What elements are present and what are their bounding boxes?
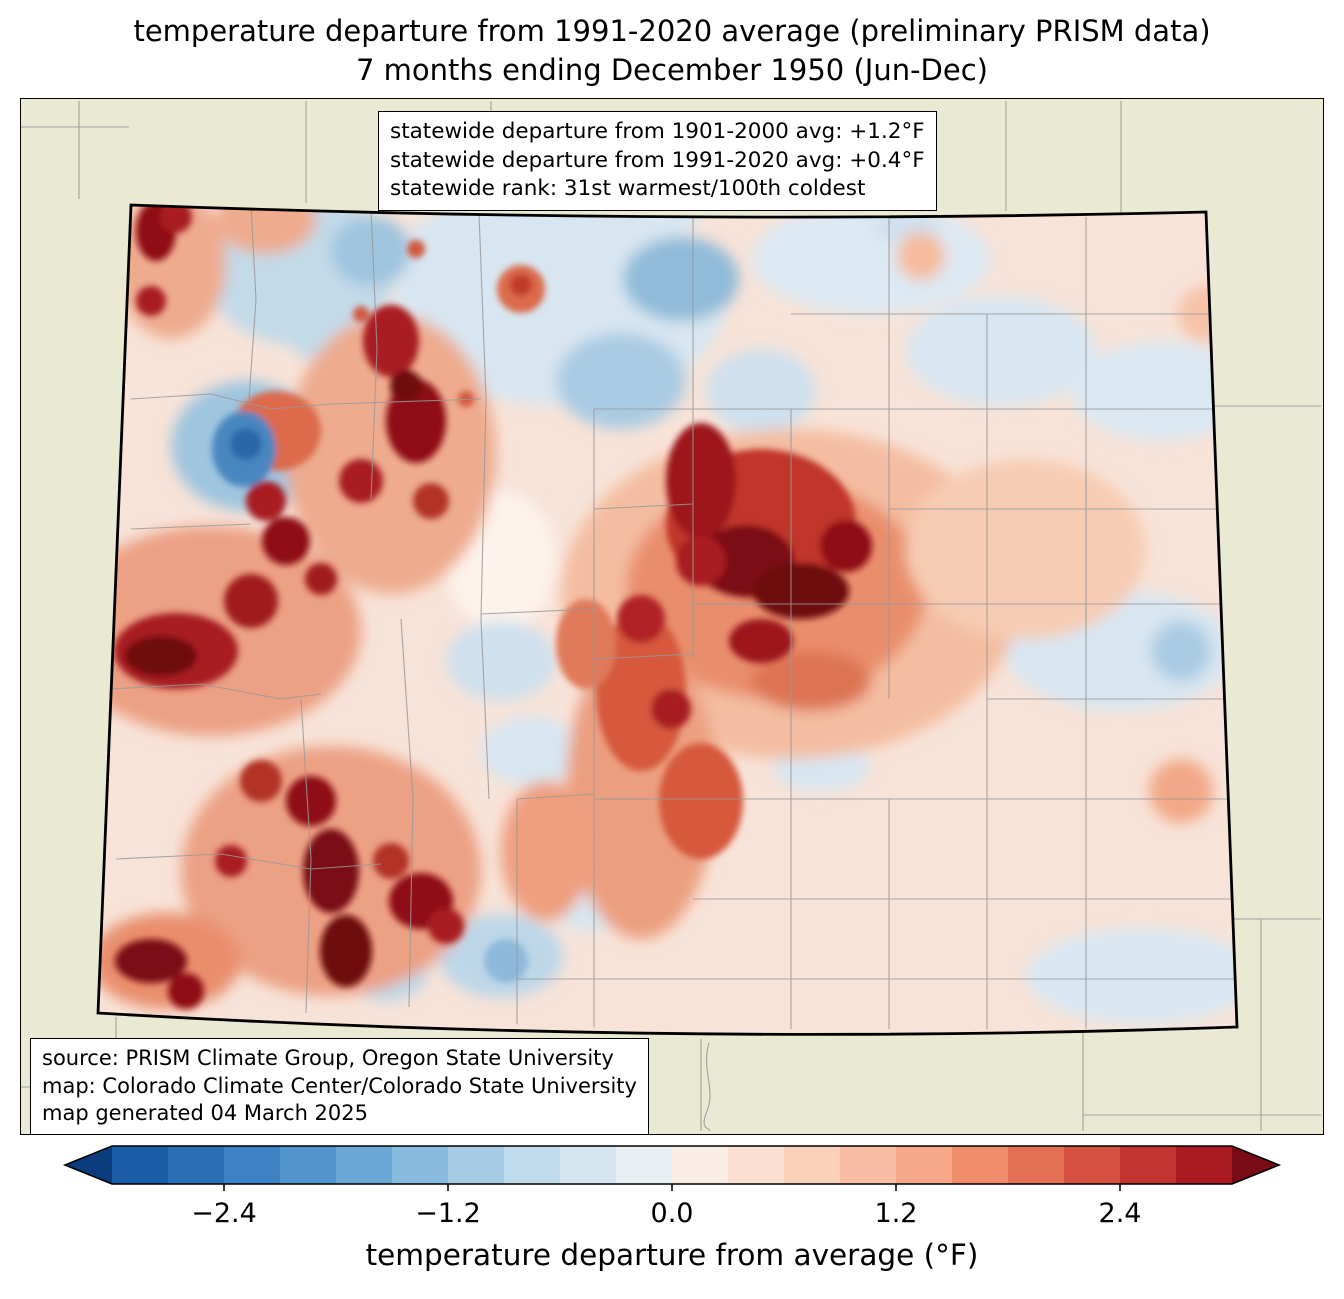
county-lines — [109, 205, 1234, 1029]
source-line-3: map generated 04 March 2025 — [42, 1101, 369, 1125]
stats-line-2: statewide departure from 1991-2020 avg: … — [390, 147, 925, 173]
colorbar: −2.4 −1.2 0.0 1.2 2.4 — [61, 1142, 1283, 1234]
title-line1: temperature departure from 1991-2020 ave… — [133, 14, 1211, 48]
source-line-2: map: Colorado Climate Center/Colorado St… — [42, 1073, 637, 1098]
page-title: temperature departure from 1991-2020 ave… — [0, 12, 1344, 90]
colorbar-label: temperature departure from average (°F) — [365, 1238, 979, 1272]
stats-line-1: statewide departure from 1901-2000 avg: … — [390, 119, 925, 144]
colorado-fill — [98, 205, 1237, 1035]
source-box: source: PRISM Climate Group, Oregon Stat… — [30, 1038, 649, 1135]
colorado-anomaly-map — [21, 101, 1321, 1132]
stats-line-3: statewide rank: 31st warmest/100th colde… — [390, 176, 866, 201]
state-border — [96, 203, 1239, 1036]
svg-text:2.4: 2.4 — [1099, 1198, 1142, 1229]
map-canvas — [20, 98, 1324, 1135]
title-line2: 7 months ending December 1950 (Jun-Dec) — [356, 53, 988, 87]
anomaly-cores — [114, 205, 872, 1009]
source-line-1: source: PRISM Climate Group, Oregon Stat… — [42, 1046, 614, 1070]
colorbar-svg: −2.4 −1.2 0.0 1.2 2.4 — [62, 1145, 1282, 1229]
svg-text:−2.4: −2.4 — [191, 1198, 257, 1229]
svg-text:−1.2: −1.2 — [415, 1198, 481, 1229]
svg-text:0.0: 0.0 — [651, 1198, 694, 1229]
svg-text:1.2: 1.2 — [875, 1198, 918, 1229]
stats-box: statewide departure from 1901-2000 avg: … — [378, 111, 937, 211]
